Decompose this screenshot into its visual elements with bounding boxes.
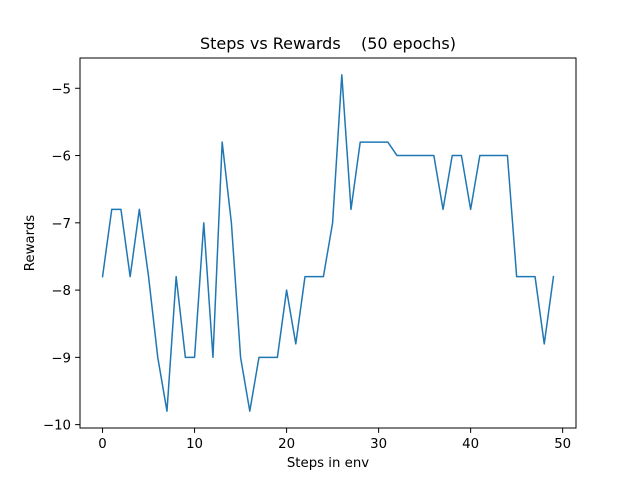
y-tick-label: −9: [51, 351, 71, 366]
y-tick-label: −8: [51, 284, 71, 299]
x-tick-label: 40: [462, 437, 479, 452]
x-tick-label: 30: [370, 437, 387, 452]
x-tick-label: 10: [186, 437, 203, 452]
x-axis-label: Steps in env: [287, 456, 369, 471]
x-tick-label: 50: [554, 437, 571, 452]
y-tick-label: −10: [43, 419, 71, 434]
x-tick-label: 0: [98, 437, 106, 452]
series-line: [101, 74, 555, 412]
plot-area: [80, 58, 576, 428]
y-tick-label: −6: [51, 150, 71, 165]
x-axis-ticks: 0 10 20 30 40 50: [98, 428, 571, 452]
y-tick-label: −7: [51, 217, 71, 232]
y-axis-ticks: −10 −9 −8 −7 −6 −5: [43, 82, 80, 434]
series-layer: [101, 74, 555, 412]
plot-frame: [79, 57, 577, 429]
chart-title: Steps vs Rewards (50 epochs): [200, 34, 456, 53]
y-tick-label: −5: [51, 82, 71, 97]
y-axis-label: Rewards: [23, 215, 38, 272]
x-tick-label: 20: [278, 437, 295, 452]
